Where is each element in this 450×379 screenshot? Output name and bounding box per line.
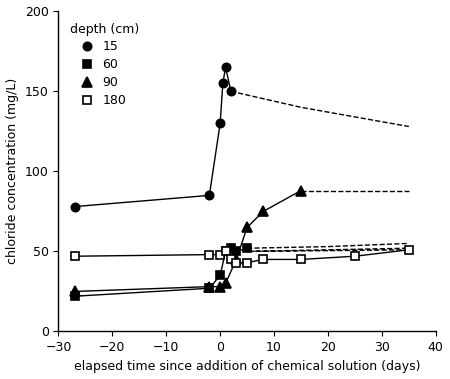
- X-axis label: elapsed time since addition of chemical solution (days): elapsed time since addition of chemical …: [74, 360, 420, 373]
- Y-axis label: chloride concentration (mg/L): chloride concentration (mg/L): [6, 78, 19, 265]
- Legend: 15, 60, 90, 180: 15, 60, 90, 180: [65, 17, 144, 113]
